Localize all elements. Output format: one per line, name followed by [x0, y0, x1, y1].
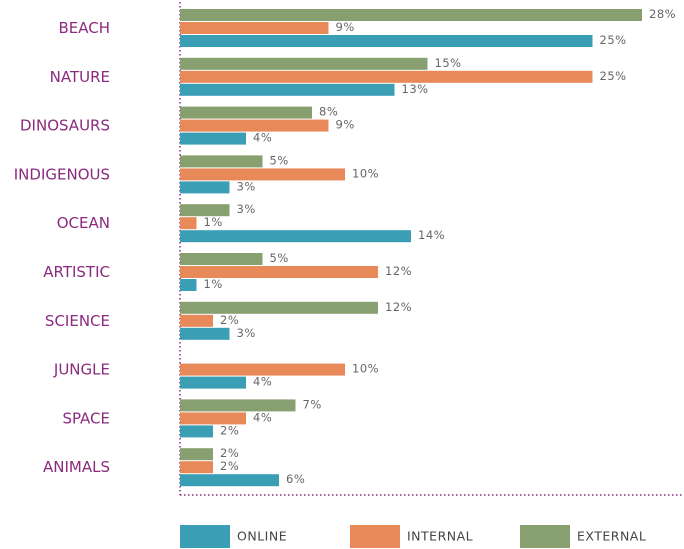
bar	[180, 181, 230, 194]
value-label: 12%	[385, 300, 412, 314]
category-label: NATURE	[50, 68, 110, 86]
value-label: 10%	[352, 166, 379, 180]
bar	[180, 327, 230, 340]
value-label: 2%	[220, 313, 239, 327]
category-label: INDIGENOUS	[14, 165, 110, 183]
value-label: 9%	[336, 118, 355, 132]
category-label: DINOSAURS	[20, 117, 110, 135]
bar	[180, 155, 263, 168]
value-label: 7%	[303, 397, 322, 411]
value-label: 13%	[402, 82, 429, 96]
bar	[180, 70, 593, 83]
value-label: 5%	[270, 153, 289, 167]
value-label: 3%	[237, 179, 256, 193]
bar	[180, 412, 246, 425]
category-label: JUNGLE	[53, 361, 110, 379]
value-label: 5%	[270, 251, 289, 265]
bar	[180, 217, 197, 230]
bar	[180, 399, 296, 412]
bar	[180, 106, 312, 119]
bar	[180, 204, 230, 217]
bar	[180, 363, 345, 376]
value-label: 1%	[204, 215, 223, 229]
bar	[180, 376, 246, 389]
bar	[180, 425, 213, 438]
value-label: 8%	[319, 105, 338, 119]
value-label: 15%	[435, 56, 462, 70]
value-label: 14%	[418, 228, 445, 242]
category-label: SCIENCE	[45, 312, 110, 330]
value-label: 4%	[253, 131, 272, 145]
legend-label: ONLINE	[237, 529, 287, 544]
bar	[180, 83, 395, 96]
value-label: 25%	[600, 69, 627, 83]
bar	[180, 230, 411, 243]
category-label: SPACE	[62, 409, 110, 427]
bar	[180, 461, 213, 474]
value-label: 9%	[336, 20, 355, 34]
value-label: 6%	[286, 472, 305, 486]
bar	[180, 448, 213, 461]
value-label: 1%	[204, 277, 223, 291]
category-label: BEACH	[58, 19, 110, 37]
bar	[180, 35, 593, 47]
value-label: 28%	[649, 7, 676, 21]
value-label: 3%	[237, 326, 256, 340]
bar	[180, 168, 345, 181]
bar	[180, 474, 279, 487]
bar	[180, 132, 246, 145]
bar	[180, 266, 378, 278]
value-label: 4%	[253, 410, 272, 424]
category-label: ANIMALS	[43, 458, 110, 476]
value-label: 2%	[220, 446, 239, 460]
bar	[180, 119, 329, 132]
legend-swatch	[520, 525, 570, 548]
legend-swatch	[350, 525, 400, 548]
bar	[180, 9, 642, 21]
value-label: 4%	[253, 375, 272, 389]
bar	[180, 301, 378, 314]
legend-swatch	[180, 525, 230, 548]
value-label: 2%	[220, 423, 239, 437]
value-label: 2%	[220, 459, 239, 473]
bar	[180, 57, 428, 70]
category-label: OCEAN	[57, 214, 110, 232]
bar	[180, 314, 213, 327]
value-label: 12%	[385, 264, 412, 278]
value-label: 3%	[237, 202, 256, 216]
value-label: 10%	[352, 362, 379, 376]
category-label: ARTISTIC	[43, 263, 110, 281]
bar	[180, 22, 329, 34]
bar	[180, 279, 197, 291]
legend-label: EXTERNAL	[577, 529, 646, 544]
value-label: 25%	[600, 33, 627, 47]
bar	[180, 253, 263, 265]
legend-label: INTERNAL	[407, 529, 473, 544]
